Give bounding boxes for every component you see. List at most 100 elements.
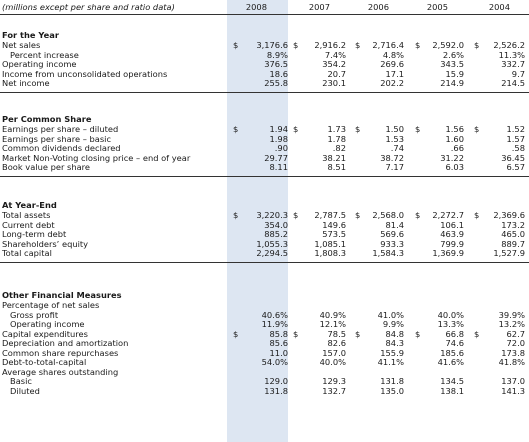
currency-symbol: $ xyxy=(415,328,421,339)
row-label: Current debt xyxy=(2,219,55,230)
value-cell-2006: 135.0 xyxy=(380,385,404,396)
row-label: Common share repurchases xyxy=(2,347,119,358)
value-cell-2006: 81.4 xyxy=(385,219,404,230)
value-cell-2007: 129.3 xyxy=(322,376,346,387)
value-cell-2005: 31.22 xyxy=(440,152,464,163)
row-label: Percent increase xyxy=(10,49,79,60)
value-cell-2008: 1,055.3 xyxy=(256,238,288,249)
year-header-2006: 2006 xyxy=(367,2,389,12)
value-cell-2005: 134.5 xyxy=(440,376,464,387)
value-cell-2008: 8.11 xyxy=(269,162,288,173)
value-cell-2007: 8.51 xyxy=(327,162,346,173)
table-row: Long-term debt 885.2 573.5 569.6 463.9 465.0 xyxy=(0,230,529,239)
row-label: Capital expenditures xyxy=(2,328,88,339)
row-label: Book value per share xyxy=(2,162,91,173)
section-title-at-year-end: At Year-End xyxy=(0,201,529,210)
row-label: Total capital xyxy=(2,248,52,259)
value-cell-2005: 40.0% xyxy=(437,309,464,320)
currency-symbol: $ xyxy=(415,124,421,134)
value-cell-2004: 11.3% xyxy=(498,49,525,60)
value-cell-2004: 72.0 xyxy=(506,338,525,349)
value-cell-2005: .66 xyxy=(450,143,464,154)
value-cell-2005: 1.60 xyxy=(445,133,464,144)
row-label: Debt-to-total-capital xyxy=(2,357,87,368)
table-row: Shareholders’ equity 1,055.3 1,085.1 933.3 7… xyxy=(0,238,529,249)
value-cell-2007: 20.7 xyxy=(327,68,346,79)
value-cell-2007: 1,808.3 xyxy=(314,248,346,259)
value-cell-2008: 3,176.6 xyxy=(256,40,288,50)
currency-symbol: $ xyxy=(293,210,299,220)
row-label: Net income xyxy=(2,78,50,89)
section-title-label: Per Common Share xyxy=(2,114,92,124)
value-cell-2006: 84.3 xyxy=(385,338,404,349)
section-divider xyxy=(0,92,529,93)
value-cell-2004: 41.8% xyxy=(498,357,525,368)
value-cell-2005: 106.1 xyxy=(440,219,464,230)
row-label: Operating income xyxy=(10,319,85,330)
year-header-2004: 2004 xyxy=(488,2,510,12)
row-label: Basic xyxy=(10,376,32,387)
value-cell-2007: 149.6 xyxy=(322,219,346,230)
value-cell-2006: 1,584.3 xyxy=(372,248,404,259)
row-label: Income from unconsolidated operations xyxy=(2,68,168,79)
year-header-2005: 2005 xyxy=(426,2,448,12)
value-cell-2005: 185.6 xyxy=(440,347,464,358)
value-cell-2004: 1.57 xyxy=(506,133,525,144)
value-cell-2007: 132.7 xyxy=(322,385,346,396)
value-cell-2005: 15.9 xyxy=(445,68,464,79)
year-header-2008: 2008 xyxy=(245,2,267,12)
value-cell-2006: 1.50 xyxy=(385,124,404,134)
currency-symbol: $ xyxy=(293,328,299,339)
row-label: Diluted xyxy=(10,385,40,396)
row-label: Gross profit xyxy=(10,309,59,320)
value-cell-2004: 141.3 xyxy=(501,385,525,396)
table-row: Total capital 2,294.5 1,808.3 1,584.3 1,369.… xyxy=(0,249,529,258)
value-cell-2005: 138.1 xyxy=(440,385,464,396)
currency-symbol: $ xyxy=(474,40,480,50)
value-cell-2004: 889.7 xyxy=(501,238,525,249)
value-cell-2004: 62.7 xyxy=(506,328,525,339)
value-cell-2006: 269.6 xyxy=(380,59,404,70)
value-cell-2008: 85.6 xyxy=(269,338,288,349)
section-title-for-the-year: For the Year xyxy=(0,31,529,40)
table-row: Debt-to-total-capital 54.0% 40.0% 41.1% 41.6… xyxy=(0,358,529,367)
value-cell-2008: 8.9% xyxy=(266,49,288,60)
year-header-2007: 2007 xyxy=(308,2,330,12)
value-cell-2004: 1,527.9 xyxy=(493,248,525,259)
section-divider xyxy=(0,262,529,263)
value-cell-2008: 11.0 xyxy=(269,347,288,358)
value-cell-2007: 40.0% xyxy=(319,357,346,368)
currency-symbol: $ xyxy=(355,328,361,339)
value-cell-2006: 4.8% xyxy=(382,49,404,60)
value-cell-2004: 1.52 xyxy=(506,124,525,134)
table-row: Diluted 131.8 132.7 135.0 138.1 141.3 xyxy=(0,385,529,396)
value-cell-2004: 173.2 xyxy=(501,219,525,230)
table-row: Gross profit 40.6% 40.9% 41.0% 40.0% 39.9% xyxy=(0,309,529,320)
row-label: Average shares outstanding xyxy=(2,366,119,377)
value-cell-2006: 155.9 xyxy=(380,347,404,358)
value-cell-2004: .58 xyxy=(511,143,525,154)
section-divider xyxy=(0,176,529,177)
row-label: Earnings per share – basic xyxy=(2,133,112,144)
value-cell-2007: 1,085.1 xyxy=(314,238,346,249)
currency-symbol: $ xyxy=(233,40,239,50)
value-cell-2005: 214.9 xyxy=(440,78,464,89)
value-cell-2004: 36.45 xyxy=(501,152,525,163)
value-cell-2006: 2,716.4 xyxy=(372,40,404,50)
table-row: Book value per share 8.11 8.51 7.17 6.03 6.57 xyxy=(0,163,529,172)
currency-symbol: $ xyxy=(415,40,421,50)
row-label: Earnings per share – diluted xyxy=(2,124,119,134)
value-cell-2004: 2,369.6 xyxy=(493,210,525,220)
value-cell-2007: 2,787.5 xyxy=(314,210,346,220)
value-cell-2008: 255.8 xyxy=(264,78,288,89)
value-cell-2005: 343.5 xyxy=(440,59,464,70)
value-cell-2008: 29.77 xyxy=(264,152,288,163)
table-row: Capital expenditures $85.8 $78.5 $84.8 $66.8… xyxy=(0,328,529,339)
table-row: Total assets $3,220.3 $2,787.5 $2,568.0 $2,2… xyxy=(0,211,529,220)
value-cell-2005: 463.9 xyxy=(440,229,464,240)
value-cell-2005: 2,272.7 xyxy=(432,210,464,220)
value-cell-2006: 2,568.0 xyxy=(372,210,404,220)
value-cell-2007: 78.5 xyxy=(327,328,346,339)
value-cell-2005: 1,369.9 xyxy=(432,248,464,259)
value-cell-2007: 12.1% xyxy=(319,319,346,330)
